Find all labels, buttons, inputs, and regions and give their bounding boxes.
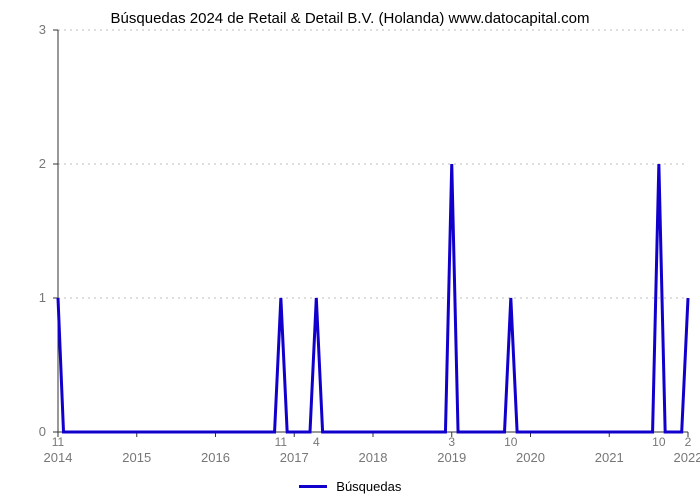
svg-text:1: 1 — [39, 290, 46, 305]
legend-swatch — [299, 485, 327, 488]
legend: Búsquedas — [0, 478, 700, 494]
x-tick-labels: 2014 2015 2016 2017 2018 2019 2020 2021 2022 — [44, 450, 700, 465]
svg-text:2017: 2017 — [280, 450, 309, 465]
svg-text:10: 10 — [652, 435, 666, 449]
y-tick-labels: 0 1 2 3 — [39, 22, 46, 439]
svg-text:2018: 2018 — [359, 450, 388, 465]
svg-text:4: 4 — [313, 435, 320, 449]
svg-text:3: 3 — [39, 22, 46, 37]
svg-text:2016: 2016 — [201, 450, 230, 465]
svg-text:2014: 2014 — [44, 450, 73, 465]
svg-text:10: 10 — [504, 435, 518, 449]
svg-text:0: 0 — [39, 424, 46, 439]
svg-text:2021: 2021 — [595, 450, 624, 465]
svg-text:3: 3 — [448, 435, 455, 449]
axes — [53, 30, 688, 437]
point-labels: 11 11 4 3 10 10 2 — [52, 435, 692, 449]
svg-text:2022: 2022 — [674, 450, 700, 465]
legend-label: Búsquedas — [336, 479, 401, 494]
grid-lines — [58, 30, 688, 298]
svg-text:11: 11 — [52, 435, 65, 449]
svg-text:11: 11 — [275, 435, 288, 449]
svg-text:2: 2 — [39, 156, 46, 171]
chart-area: 0 1 2 3 2014 2015 2016 2017 2018 2019 2020 2021 202… — [0, 0, 700, 500]
svg-text:2019: 2019 — [437, 450, 466, 465]
svg-text:2015: 2015 — [122, 450, 151, 465]
svg-text:2: 2 — [685, 435, 692, 449]
svg-text:2020: 2020 — [516, 450, 545, 465]
